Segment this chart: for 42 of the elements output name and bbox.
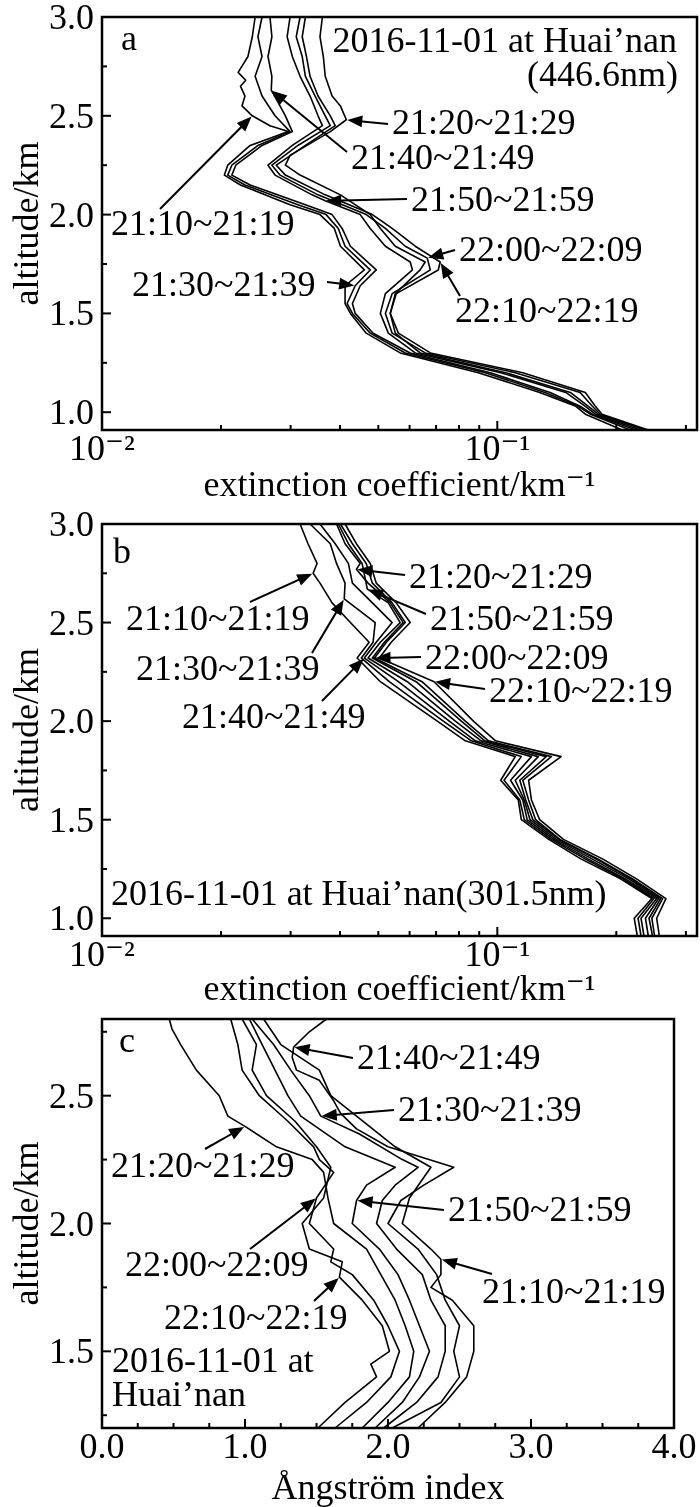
annotation: 21:10~21:19 [482,1271,666,1311]
annotation: 21:20~21:29 [111,1145,295,1185]
y-axis-title: altitude/km [6,648,46,812]
y-tick-label: 2.5 [49,602,94,643]
annotation: 21:50~21:59 [430,598,614,638]
annotation: 22:10~22:19 [164,1297,348,1337]
annotation: 21:40~21:49 [182,696,366,736]
annotation: 22:10~22:19 [455,290,639,330]
x-tick-label: 2.0 [365,1426,411,1466]
y-tick-label: 2.0 [49,194,94,235]
y-tick-label: 2.0 [49,1203,94,1244]
y-tick-label: 1.5 [49,1331,94,1372]
annotation: 22:00~22:09 [125,1244,309,1284]
annotation: 21:30~21:39 [136,648,320,688]
y-axis-title: altitude/km [6,1141,46,1306]
annotation: 2016-11-01 at Huai’nan(301.5nm) [111,873,607,913]
annotation: 21:20~21:29 [409,556,593,596]
x-tick-label: 4.0 [651,1426,697,1466]
annotation: 21:40~21:49 [357,1037,541,1077]
y-tick-label: 1.5 [49,293,94,334]
annotation: c [119,1020,135,1060]
y-tick-label: 2.5 [49,95,94,136]
annotation: 21:30~21:39 [398,1089,582,1129]
y-tick-label: 3.0 [49,504,94,544]
annotation: 22:00~22:09 [459,229,643,269]
y-tick-label: 2.5 [49,1075,94,1116]
y-tick-label: 3.0 [49,0,94,37]
annotation: 21:10~21:19 [111,203,295,243]
y-tick-label: 2.0 [49,701,94,742]
x-tick-label: 1.0 [222,1426,268,1466]
x-tick-label: 0.0 [79,1426,125,1466]
annotation: 21:50~21:59 [448,1189,632,1229]
annotation: 21:50~21:59 [411,179,595,219]
annotation: a [121,18,137,58]
annotation: 2016-11-01 at Huai’nan [112,1340,314,1414]
annotation: b [113,531,131,571]
annotation: 21:30~21:39 [132,264,316,304]
x-tick-label: 3.0 [508,1426,554,1466]
annotation: 21:10~21:19 [126,598,310,638]
y-axis-title: altitude/km [6,141,46,306]
y-tick-label: 1.5 [49,799,94,840]
x-axis-title: Ångström index [271,1467,505,1507]
